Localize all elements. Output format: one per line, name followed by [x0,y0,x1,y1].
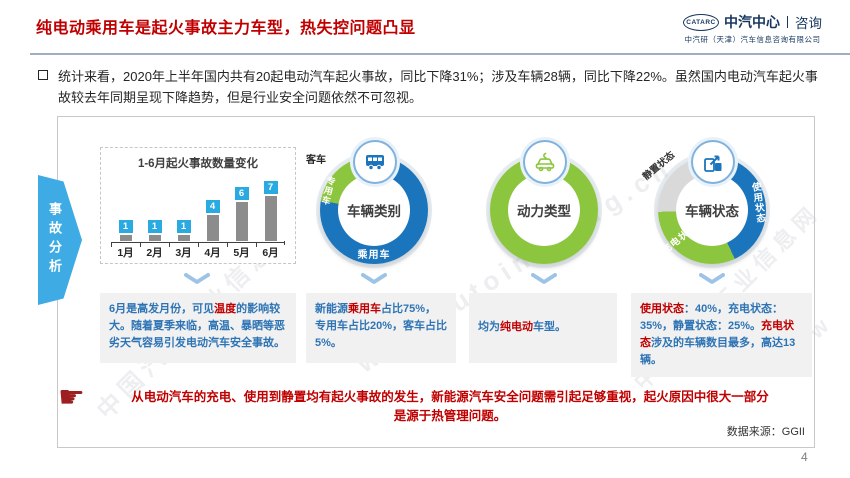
axis-tick-label: 1月 [111,243,140,260]
bar-value-label: 1 [147,220,162,233]
highlighted-text: 乘用车 [348,303,381,315]
bar-group: 6 [227,174,256,241]
page-number: 4 [801,450,808,464]
bus-segment-label: 客车 [306,155,326,166]
summary-block: 统计来看，2020年上半年国内共有20起电动汽车起火事故，同比下降31%；涉及车… [38,66,822,108]
note-vehicle-category: 新能源乘用车占比75%，专用车占比20%，客车占比5%。 [306,293,456,363]
pointing-hand-icon: ☛ [58,380,85,415]
conclusion-text: 从电动汽车的充电、使用到静置均有起火事故的发生，新能源汽车安全问题需引起足够重视… [131,390,769,424]
vehicle-status-icon [691,140,735,184]
bullet-square-icon [38,70,48,80]
bar [148,235,161,241]
bar [119,235,132,241]
bar-group: 1 [140,174,169,241]
vehicle-status-donut: 车辆状态 使用状态 充电状态 静置状态 [641,140,766,264]
note-vehicle-status: 使用状态：40%，充电状态：35%，静置状态：25%。充电状态涉及的车辆数目最多… [631,293,812,378]
axis-tick-label: 6月 [256,243,285,260]
vehicle-category-label: 车辆类别 [347,204,401,219]
logo-brand-text: 中汽中心 [724,14,780,30]
logo-divider [787,16,788,28]
note-text: 的影响较大。随着夏季来临，高温、暴晒等恶劣天气容易引发电动汽车安全事故。 [109,303,285,350]
data-source: 数据来源：GGII [726,426,805,438]
bar-chart-bars: 1 1 1 4 6 7 [111,174,285,241]
ev-car-icon [523,140,567,184]
bar-group: 7 [256,174,285,241]
axis-tick-label: 2月 [140,243,169,260]
note-text: 涉及的车辆数目最多，高达13辆。 [640,337,796,367]
catarc-logo-icon: CATARC [683,13,719,31]
watermark-text: 网 [2,469,51,478]
chevron-down-icon [183,272,211,290]
bar-group: 1 [169,174,198,241]
bar [177,235,190,241]
highlighted-text: 温度 [214,303,237,315]
donut-inner [508,174,580,246]
bar-value-label: 1 [118,220,133,233]
note-power-type: 均为 纯电动 车型。 [469,293,617,363]
vehicle-category-donut: 车辆类别 乘用车 专用车 客车 [306,140,428,264]
chart-title: 1-6月起火事故数量变化 [137,158,259,170]
company-logo: CATARC 中汽中心 咨询 中汽研（天津）汽车信息咨询有限公司 [683,12,822,45]
bar-group: 1 [111,174,140,241]
vehicle-status-label: 车辆状态 [685,204,739,219]
summary-text: 统计来看，2020年上半年国内共有20起电动汽车起火事故，同比下降31%；涉及车… [58,69,818,106]
chevron-down-icon [698,272,726,290]
note-text: 车型。 [533,321,566,334]
donut-inner [676,174,748,246]
fire-accidents-bar-chart: 1-6月起火事故数量变化 1 1 1 4 6 7 1月 2月 3月 4月 5月 6月 [100,147,296,264]
bar [206,215,219,241]
axis-tick-label: 5月 [227,243,256,260]
logo-subtitle: 中汽研（天津）汽车信息咨询有限公司 [684,35,821,44]
header-divider [30,53,850,55]
highlighted-text: 纯电动 [500,321,533,334]
power-type-label: 动力类型 [517,204,571,219]
axis-tick-label: 4月 [198,243,227,260]
note-text: ：40%，充电状态：35%，静置状态：25%。 [640,303,784,333]
bar [235,202,248,241]
chevron-down-icon [530,272,558,290]
logo-suffix-text: 咨询 [795,16,822,31]
note-text: 6月是高发月份，可见 [109,303,215,315]
bar-value-label: 6 [234,187,249,200]
note-text: 占比75%，专用车占比20%，客车占比5%。 [315,303,448,350]
bar-chart-axis: 1月 2月 3月 4月 5月 6月 [111,241,285,260]
bar-value-label: 4 [205,200,220,213]
sidebar-label: 事故分析 [47,202,62,278]
note-text: 均为 [478,321,500,334]
note-monthly-trend: 6月是高发月份，可见温度的影响较大。随着夏季来临，高温、暴晒等恶劣天气容易引发电… [100,293,296,363]
power-type-donut: 动力类型 [490,140,598,264]
bar-value-label: 1 [176,220,191,233]
chevron-down-icon [360,272,388,290]
axis-tick-label: 3月 [169,243,198,260]
bus-icon [353,140,397,184]
donut-inner [338,174,410,246]
highlighted-text: 使用状态 [640,303,684,315]
highlighted-text: 充电状态 [640,320,795,350]
passenger-car-segment-label: 乘用车 [357,250,391,261]
bar-group: 4 [198,174,227,241]
bar-value-label: 7 [263,181,278,194]
bar [264,196,277,241]
note-text: 新能源 [315,303,348,315]
page-title: 纯电动乘用车是起火事故主力车型，热失控问题凸显 [36,20,416,37]
